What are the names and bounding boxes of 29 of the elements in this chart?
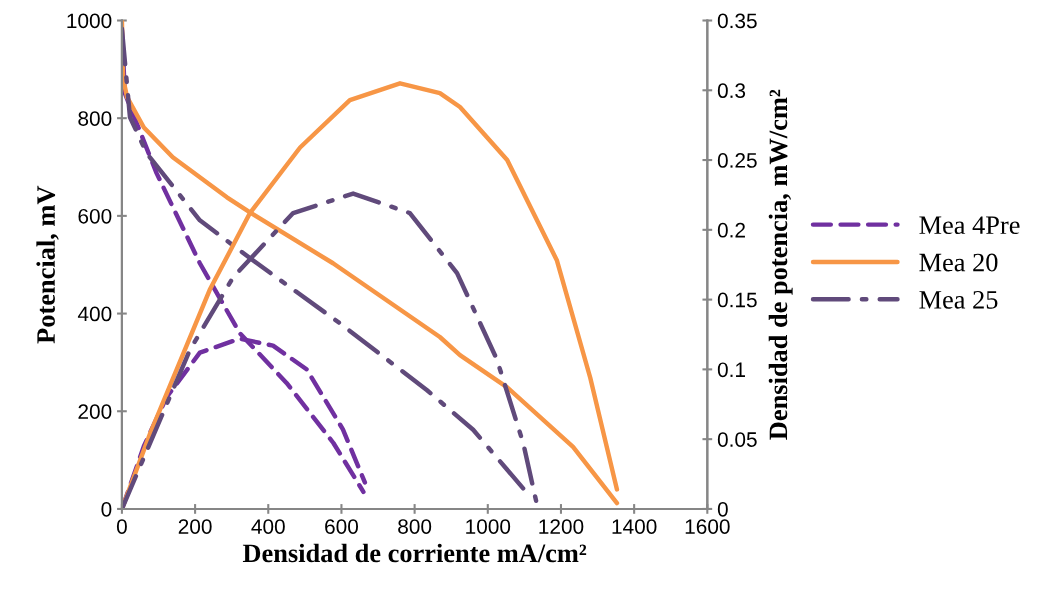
x-tick-label: 200 [178, 519, 212, 534]
y2-axis-title: Densidad de potencia, mW/cm² [768, 89, 793, 440]
y2-tick-label: 0.1 [717, 362, 745, 378]
x-tick-label: 800 [398, 519, 432, 534]
y-tick-label: 600 [78, 208, 112, 224]
x-tick-label: 400 [251, 519, 285, 534]
x-tick-label: 1600 [685, 519, 730, 534]
x-tick-label: 1000 [466, 519, 511, 534]
x-tick-label: 1400 [612, 519, 657, 534]
y-tick-label: 1000 [67, 13, 112, 29]
y2-tick-label: 0.2 [717, 222, 745, 238]
x-tick-label: 1200 [539, 519, 584, 534]
legend-label: Mea 20 [919, 253, 998, 272]
y-tick-label: 0 [101, 501, 112, 517]
legend-label: Mea 4Pre [919, 216, 1020, 235]
y2-tick-label: 0.3 [717, 83, 746, 99]
x-tick-label: 0 [116, 519, 127, 534]
x-tick-label: 600 [325, 519, 359, 534]
y2-tick-label: 0.25 [717, 153, 757, 168]
y2-tick-label: 0 [717, 501, 728, 517]
y2-tick-label: 0.15 [717, 292, 757, 308]
x-axis-title: Densidad de corriente mA/cm² [242, 543, 587, 563]
y-tick-label: 200 [78, 404, 112, 419]
y-tick-label: 400 [77, 306, 112, 322]
legend-label: Mea 25 [919, 290, 998, 309]
y2-tick-label: 0.35 [717, 13, 757, 29]
y2-tick-label: 0.05 [717, 432, 757, 447]
y-tick-label: 800 [78, 111, 112, 126]
y-axis-title: Potencial, mV [36, 185, 59, 344]
